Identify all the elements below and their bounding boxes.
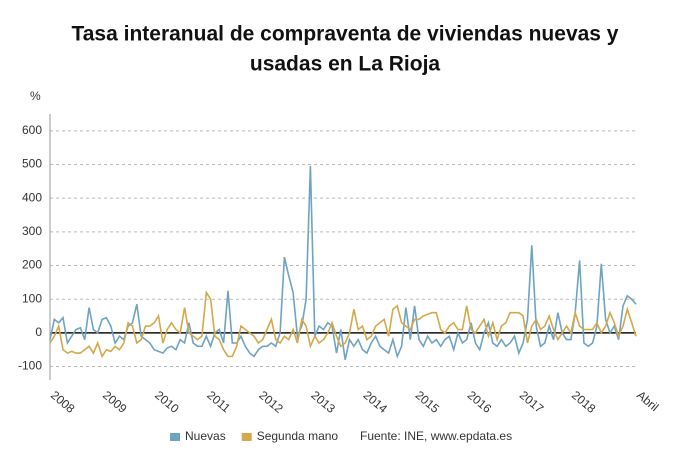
x-tick-label: 2011 bbox=[204, 388, 233, 416]
y-tick-label: 400 bbox=[22, 190, 42, 204]
y-tick-label: -100 bbox=[18, 359, 42, 373]
x-tick-label: 2013 bbox=[308, 388, 338, 416]
x-tick-label: 2017 bbox=[517, 388, 547, 416]
source: Fuente: INE, www.epdata.es bbox=[360, 429, 512, 443]
legend-swatch bbox=[170, 433, 180, 441]
x-tick-label: 2018 bbox=[569, 388, 599, 416]
series-line bbox=[49, 166, 637, 360]
legend-swatch bbox=[241, 433, 252, 441]
y-tick-label: 0 bbox=[35, 325, 42, 339]
x-tick-label: 2008 bbox=[48, 388, 78, 416]
x-tick-label: Abril bbox=[634, 388, 661, 414]
legend-label: Segunda mano bbox=[257, 429, 339, 443]
x-tick-label: 2015 bbox=[413, 388, 443, 416]
x-tick-label: 2014 bbox=[361, 388, 391, 416]
chart-title: usadas en La Rioja bbox=[250, 53, 441, 76]
y-tick-label: 100 bbox=[22, 291, 42, 305]
chart-title: Tasa interanual de compraventa de vivien… bbox=[71, 23, 618, 46]
x-tick-label: 2012 bbox=[256, 388, 286, 416]
series-line bbox=[49, 290, 637, 359]
x-tick-label: 2009 bbox=[100, 388, 130, 416]
y-tick-label: 200 bbox=[22, 258, 42, 272]
x-tick-label: 2016 bbox=[465, 388, 495, 416]
y-tick-label: 500 bbox=[22, 157, 42, 171]
legend-label: Nuevas bbox=[185, 429, 226, 443]
x-tick-label: 2010 bbox=[152, 388, 182, 416]
y-tick-label: 300 bbox=[22, 224, 42, 238]
y-axis-label: % bbox=[30, 89, 41, 103]
y-tick-label: 600 bbox=[22, 123, 42, 137]
